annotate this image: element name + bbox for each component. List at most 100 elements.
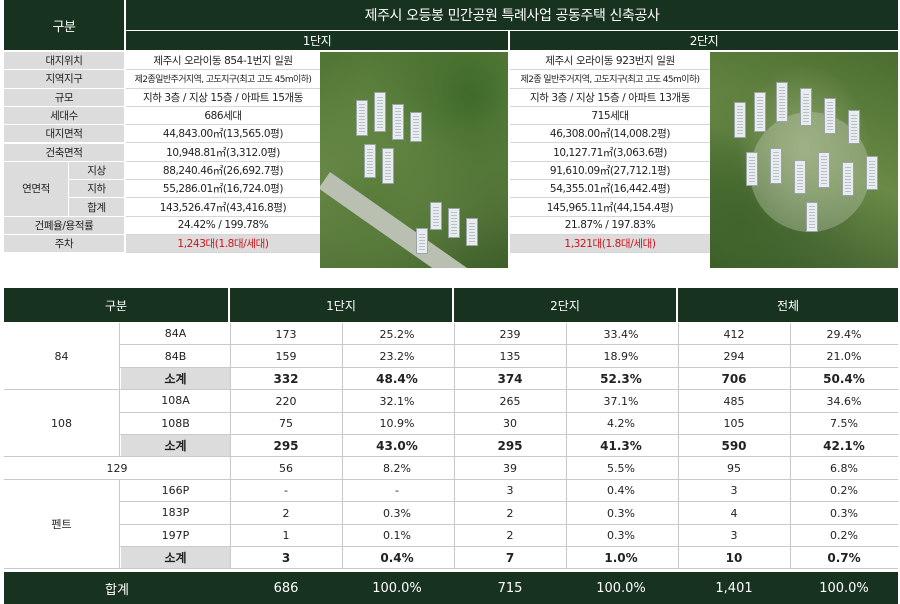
spec-site-location-complex-2: 제주시 오라이동 923번지 일원 bbox=[510, 52, 710, 71]
group-penthouse-row-197P: 197P 1 0.1% 2 0.3% 3 0.2% bbox=[4, 525, 898, 547]
total-pt: 100.0% bbox=[819, 580, 869, 596]
spec-floor-area-above-ground-label: 지상 bbox=[69, 161, 124, 181]
spec-header-label: 구분 bbox=[4, 0, 124, 50]
row-129: 129 56 8.2% 39 5.5% 95 6.8% bbox=[4, 457, 898, 480]
cell-n1: 159 bbox=[275, 349, 297, 363]
cell-nt: 4 bbox=[730, 506, 738, 520]
cell-p1: 0.1% bbox=[383, 529, 411, 543]
spec-parking-label: 주차 bbox=[4, 235, 124, 254]
units-header-complex-2: 2단지 bbox=[454, 288, 676, 322]
cell-p1: 43.0% bbox=[376, 439, 418, 453]
cell-n2: 265 bbox=[499, 394, 521, 408]
total-p1: 100.0% bbox=[372, 580, 422, 596]
cell-n1: 2 bbox=[282, 506, 290, 520]
spec-scale-complex-2: 지하 3층 / 지상 15층 / 아파트 13개동 bbox=[510, 88, 710, 107]
cell-p2: 0.3% bbox=[607, 506, 635, 520]
spec-households-complex-1: 686세대 bbox=[126, 106, 320, 126]
unit-type-label: 소계 bbox=[121, 547, 230, 569]
cell-n2: 30 bbox=[503, 417, 517, 431]
spec-site-location-label: 대지위치 bbox=[4, 52, 124, 71]
cell-pt: 0.2% bbox=[830, 484, 858, 498]
cell-nt: 706 bbox=[721, 371, 747, 386]
cell-pt: 0.2% bbox=[830, 529, 858, 543]
spec-site-area-complex-2: 46,308.00㎡(14,008.2평) bbox=[510, 125, 710, 144]
grid-line bbox=[678, 323, 679, 570]
cell-p2: 5.5% bbox=[607, 461, 635, 475]
units-header-category: 구분 bbox=[4, 288, 228, 322]
spec-scale-label: 규모 bbox=[4, 88, 124, 107]
spec-parking-complex-1: 1,243대(1.8대/세대) bbox=[126, 235, 320, 254]
spec-floor-area-label: 연면적 bbox=[4, 161, 68, 217]
spec-floor-area-below-ground-label: 지하 bbox=[69, 180, 124, 199]
group-108-row-108B: 108B 75 10.9% 30 4.2% 105 7.5% bbox=[4, 413, 898, 435]
spec-zoning-complex-1: 제2종일반주거지역, 고도지구(최고 고도 45m이하) bbox=[126, 70, 320, 89]
cell-nt: 10 bbox=[725, 551, 743, 565]
cell-p2: 52.3% bbox=[600, 371, 642, 386]
unit-type-label: 108B bbox=[161, 416, 190, 430]
complex-1-aerial-image bbox=[320, 52, 508, 268]
cell-pt: 42.1% bbox=[823, 439, 865, 453]
group-label-penthouse: 펜트 bbox=[4, 479, 120, 570]
spec-zoning-complex-2: 제2종 일반주거지역, 고도지구(최고 고도 45m이하) bbox=[510, 70, 710, 89]
spec-scale-complex-1: 지하 3층 / 지상 15층 / 아파트 15개동 bbox=[126, 88, 320, 107]
cell-p2: 41.3% bbox=[600, 439, 642, 453]
group-penthouse-row-166P: 166P - - 3 0.4% 3 0.2% bbox=[4, 480, 898, 503]
unit-type-label: 소계 bbox=[121, 435, 230, 457]
group-penthouse-row-소계: 소계 3 0.4% 7 1.0% 10 0.7% bbox=[4, 547, 898, 570]
unit-type-label: 84A bbox=[164, 327, 187, 341]
complex-2-aerial-image bbox=[710, 52, 898, 268]
cell-p1: 0.4% bbox=[380, 551, 414, 565]
cell-nt: 95 bbox=[727, 461, 741, 475]
cell-n1: 75 bbox=[279, 417, 293, 431]
spec-coverage-ratio-label: 건폐율/용적률 bbox=[4, 216, 124, 235]
cell-n1: 295 bbox=[273, 439, 299, 453]
cell-n1: - bbox=[284, 484, 288, 498]
cell-nt: 3 bbox=[730, 529, 738, 543]
cell-n2: 3 bbox=[506, 484, 514, 498]
group-108-row-108A: 108A 220 32.1% 265 37.1% 485 34.6% bbox=[4, 390, 898, 413]
total-p2: 100.0% bbox=[596, 580, 646, 596]
group-108-row-소계: 소계 295 43.0% 295 41.3% 590 42.1% bbox=[4, 435, 898, 458]
cell-n2: 7 bbox=[505, 551, 515, 565]
cell-p2: 0.4% bbox=[607, 484, 635, 498]
cell-n1: 332 bbox=[273, 371, 299, 386]
cell-pt: 0.7% bbox=[827, 551, 861, 565]
grid-line bbox=[566, 323, 567, 570]
cell-n1: 56 bbox=[279, 461, 293, 475]
spec-households-complex-2: 715세대 bbox=[510, 106, 710, 126]
cell-p1: 32.1% bbox=[379, 394, 415, 408]
group-84-row-84B: 84B 159 23.2% 135 18.9% 294 21.0% bbox=[4, 345, 898, 368]
spec-building-area-label: 건축면적 bbox=[4, 143, 124, 162]
unit-type-label: 166P bbox=[161, 483, 190, 497]
cell-p1: 10.9% bbox=[379, 417, 415, 431]
spec-site-area-label: 대지면적 bbox=[4, 125, 124, 144]
cell-pt: 6.8% bbox=[830, 461, 858, 475]
cell-n2: 2 bbox=[506, 506, 514, 520]
group-penthouse-row-183P: 183P 2 0.3% 2 0.3% 4 0.3% bbox=[4, 502, 898, 525]
cell-nt: 590 bbox=[721, 439, 747, 453]
spec-parking-complex-2: 1,321대(1.8대/세대) bbox=[510, 235, 710, 254]
cell-n1: 173 bbox=[275, 327, 297, 341]
cell-pt: 0.3% bbox=[830, 506, 858, 520]
spec-floor-area-above-ground-complex-1: 88,240.46㎡(26,692.7평) bbox=[126, 161, 320, 181]
cell-p2: 4.2% bbox=[607, 417, 635, 431]
total-label: 합계 bbox=[105, 582, 129, 598]
cell-pt: 21.0% bbox=[826, 349, 862, 363]
cell-p2: 1.0% bbox=[604, 551, 638, 565]
cell-pt: 34.6% bbox=[826, 394, 862, 408]
group-84-row-84A: 84A 173 25.2% 239 33.4% 412 29.4% bbox=[4, 323, 898, 346]
unit-type-label: 108A bbox=[161, 394, 190, 408]
grid-line bbox=[790, 323, 791, 570]
total-row: 합계 686 100.0% 715 100.0% 1,401 100.0% bbox=[4, 572, 898, 604]
group-label-108: 108 bbox=[4, 390, 120, 458]
grid-line bbox=[230, 323, 231, 570]
cell-p2: 0.3% bbox=[607, 529, 635, 543]
complex-2-header: 2단지 bbox=[510, 31, 898, 50]
cell-nt: 294 bbox=[723, 349, 745, 363]
spec-floor-area-below-ground-complex-2: 54,355.01㎡(16,442.4평) bbox=[510, 180, 710, 199]
spec-floor-area-total-label: 합계 bbox=[69, 198, 124, 217]
spec-site-area-complex-1: 44,843.00㎡(13,565.0평) bbox=[126, 125, 320, 144]
grid-line bbox=[454, 323, 455, 570]
unit-type-label: 소계 bbox=[121, 367, 230, 390]
cell-p1: 48.4% bbox=[376, 371, 418, 386]
